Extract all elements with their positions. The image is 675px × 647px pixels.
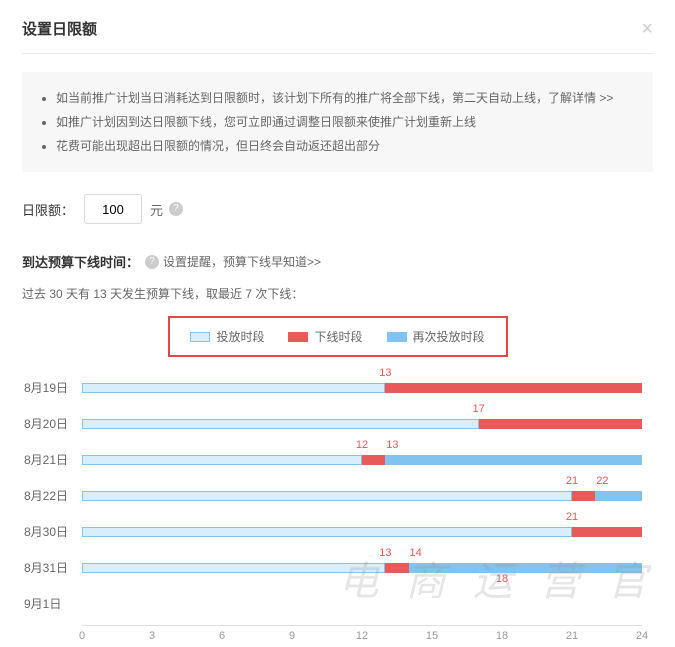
legend-label: 再次投放时段 (413, 328, 485, 345)
quota-input[interactable] (84, 194, 142, 224)
info-item: 如推广计划因到达日限额下线，您可立即通过调整日限额来使推广计划重新上线 (56, 110, 637, 134)
close-icon[interactable]: × (641, 19, 653, 39)
info-box: 如当前推广计划当日消耗达到日限额时，该计划下所有的推广将全部下线，第二天自动上线… (22, 72, 653, 172)
segment-deliver (82, 455, 362, 465)
dialog-container: 设置日限额 × 如当前推广计划当日消耗达到日限额时，该计划下所有的推广将全部下线… (0, 0, 675, 647)
x-tick: 24 (636, 630, 648, 642)
row-label: 8月30日 (24, 523, 68, 540)
bar-track (82, 527, 642, 537)
chart-row: 8月21日1213 (82, 441, 642, 477)
info-list: 如当前推广计划当日消耗达到日限额时，该计划下所有的推广将全部下线，第二天自动上线… (38, 86, 637, 158)
x-tick: 0 (79, 630, 85, 642)
marker: 17 (473, 403, 485, 415)
marker: 21 (566, 475, 578, 487)
legend-label: 投放时段 (216, 328, 264, 345)
help-icon[interactable]: ? (169, 202, 183, 216)
segment-redeliver (595, 491, 642, 501)
row-label: 8月19日 (24, 379, 68, 396)
x-tick: 21 (566, 630, 578, 642)
marker: 22 (596, 475, 608, 487)
divider (22, 53, 653, 54)
legend-item: 下线时段 (288, 328, 362, 345)
row-label: 8月22日 (24, 487, 68, 504)
bar-track (82, 599, 642, 609)
marker: 21 (566, 511, 578, 523)
segment-offline (385, 563, 408, 573)
segment-offline (479, 419, 642, 429)
x-tick: 15 (426, 630, 438, 642)
chart-row: 8月19日13 (82, 369, 642, 405)
quota-row: 日限额： 元 ? (22, 194, 653, 224)
x-tick: 12 (356, 630, 368, 642)
dialog-title: 设置日限额 (22, 18, 97, 39)
detail-link[interactable]: 了解详情 >> (548, 91, 613, 105)
offline-time-tip-link[interactable]: 设置提醒，预算下线早知道>> (163, 253, 321, 270)
chart-row: 8月30日21 (82, 513, 642, 549)
quota-unit: 元 (150, 200, 163, 219)
segment-deliver (82, 491, 572, 501)
segment-deliver (82, 419, 479, 429)
info-item: 花费可能出现超出日限额的情况，但日终会自动返还超出部分 (56, 134, 637, 158)
chart-row: 9月1日18 (82, 585, 642, 621)
marker: 13 (386, 439, 398, 451)
segment-redeliver (385, 455, 642, 465)
segment-offline (385, 383, 642, 393)
legend-item: 投放时段 (190, 328, 264, 345)
segment-offline (572, 527, 642, 537)
offline-time-label: 到达预算下线时间： (22, 252, 139, 271)
info-item: 如当前推广计划当日消耗达到日限额时，该计划下所有的推广将全部下线，第二天自动上线… (56, 86, 637, 110)
bar-track (82, 419, 642, 429)
legend-label: 下线时段 (314, 328, 362, 345)
dialog-header: 设置日限额 × (22, 18, 653, 39)
bar-track (82, 491, 642, 501)
x-axis: 03691215182124 (82, 625, 642, 645)
legend-box: 投放时段 下线时段 再次投放时段 (168, 316, 508, 357)
legend-item: 再次投放时段 (387, 328, 485, 345)
bar-track (82, 455, 642, 465)
chart-row: 8月22日2122 (82, 477, 642, 513)
marker: 12 (356, 439, 368, 451)
marker: 18 (496, 573, 508, 585)
segment-deliver (82, 527, 572, 537)
marker: 14 (410, 547, 422, 559)
row-label: 8月20日 (24, 415, 68, 432)
bar-track (82, 383, 642, 393)
timeline-chart: 8月19日138月20日178月21日12138月22日21228月30日218… (82, 369, 642, 629)
row-label: 8月21日 (24, 451, 68, 468)
summary-text: 过去 30 天有 13 天发生预算下线，取最近 7 次下线： (22, 285, 653, 302)
bar-track (82, 563, 642, 573)
segment-redeliver (409, 563, 642, 573)
legend-swatch (387, 332, 407, 342)
marker: 13 (379, 367, 391, 379)
offline-time-row: 到达预算下线时间： ? 设置提醒，预算下线早知道>> (22, 252, 653, 271)
chart-row: 8月31日1314 (82, 549, 642, 585)
quota-label: 日限额： (22, 200, 74, 219)
legend-swatch (190, 332, 210, 342)
segment-deliver (82, 383, 385, 393)
x-tick: 9 (289, 630, 295, 642)
chart-row: 8月20日17 (82, 405, 642, 441)
x-tick: 18 (496, 630, 508, 642)
row-label: 9月1日 (24, 595, 61, 612)
row-label: 8月31日 (24, 559, 68, 576)
help-icon[interactable]: ? (145, 255, 159, 269)
segment-offline (572, 491, 595, 501)
x-tick: 3 (149, 630, 155, 642)
segment-deliver (82, 563, 385, 573)
legend-swatch (288, 332, 308, 342)
segment-offline (362, 455, 385, 465)
x-tick: 6 (219, 630, 225, 642)
marker: 13 (379, 547, 391, 559)
